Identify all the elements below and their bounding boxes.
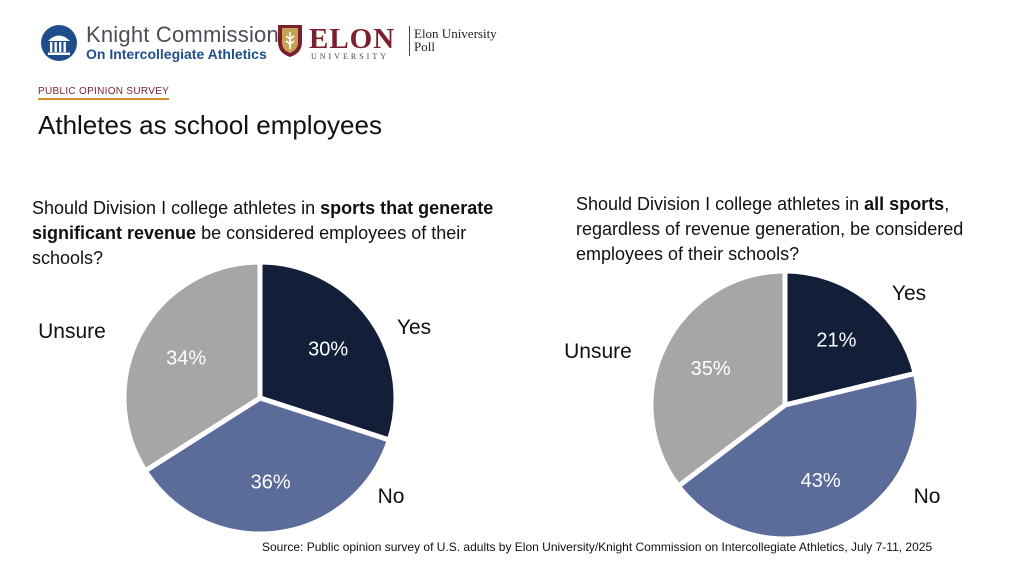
elon-poll-line1: Elon University: [414, 26, 497, 41]
elon-shield-icon: [278, 25, 302, 57]
pie-2-category-label-yes: Yes: [892, 282, 926, 305]
knight-logo-line1: Knight Commission: [86, 22, 279, 47]
elon-poll-line2: Poll: [414, 39, 435, 54]
question-1-pre: Should Division I college athletes in: [32, 198, 321, 218]
pie-2-value-label-yes: 21%: [816, 330, 856, 352]
pie-2-slice-yes: [782, 268, 918, 408]
knight-logo-line2: On Intercollegiate Athletics: [86, 46, 267, 62]
knight-commission-building-icon: [41, 25, 77, 61]
pie-1-category-label-unsure: Unsure: [38, 320, 106, 343]
source-note: Source: Public opinion survey of U.S. ad…: [262, 540, 933, 554]
pie-1-category-label-yes: Yes: [397, 316, 431, 339]
pie-1-value-label-no: 36%: [251, 472, 291, 494]
question-2-post: , regardless of revenue generation, be c…: [576, 194, 964, 264]
pie-2-value-label-no: 43%: [801, 470, 841, 492]
pie-1-slice-yes: [257, 259, 399, 443]
pie-1-slice-unsure: [121, 259, 263, 474]
knight-commission-logo: Knight Commission On Intercollegiate Ath…: [40, 22, 285, 64]
question-1-post: be considered employees of their schools…: [32, 223, 467, 268]
pie-1-category-label-no: No: [378, 485, 405, 508]
elon-university-logo: ELON UNIVERSITY Elon University Poll: [277, 23, 517, 64]
question-1: Should Division I college athletes in sp…: [32, 196, 532, 271]
logo-divider: [409, 26, 410, 56]
question-2-bold: all sports: [864, 194, 945, 214]
question-2-pre: Should Division I college athletes in: [576, 194, 865, 214]
pie-2-value-label-unsure: 35%: [691, 358, 731, 380]
pie-1-value-label-unsure: 34%: [166, 347, 206, 369]
elon-wordmark: ELON: [309, 23, 396, 55]
question-2: Should Division I college athletes in al…: [576, 192, 1016, 267]
pie-2-category-label-unsure: Unsure: [564, 340, 632, 363]
survey-label: PUBLIC OPINION SURVEY: [38, 86, 170, 100]
pie-1-slice-no: [142, 395, 392, 537]
pie-1-value-label-yes: 30%: [308, 338, 348, 360]
question-1-bold: sports that generate significant revenue: [32, 198, 494, 243]
pie-2-slice-no: [675, 370, 922, 542]
pie-2-slice-unsure: [648, 268, 788, 489]
page-title: Athletes as school employees: [38, 110, 382, 140]
pie-2-category-label-no: No: [914, 485, 941, 508]
elon-university-subtitle: UNIVERSITY: [311, 52, 389, 61]
